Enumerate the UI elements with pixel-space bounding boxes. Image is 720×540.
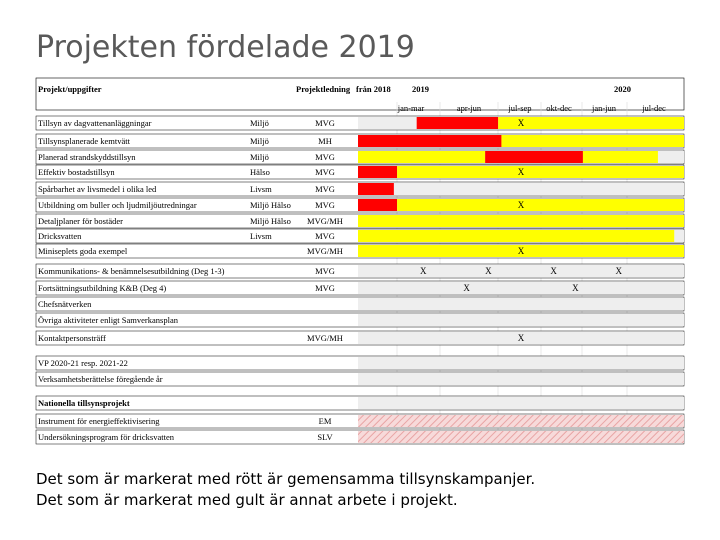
gantt-bar-red xyxy=(358,166,398,178)
gantt-mark: X xyxy=(550,266,557,276)
gantt-bar-red xyxy=(416,117,499,129)
timeline-track xyxy=(358,282,684,294)
gantt-bar-hatch xyxy=(358,415,684,427)
gantt-mark: X xyxy=(518,200,525,210)
gantt-mark: X xyxy=(518,246,525,256)
header-task: Projekt/uppgifter xyxy=(38,84,102,94)
gantt-mark: X xyxy=(485,266,492,276)
row-lead: MH xyxy=(318,136,332,146)
row-task: Chefsnätverken xyxy=(38,299,92,309)
row-task: Övriga aktiviteter enligt Samverkansplan xyxy=(38,315,179,325)
gantt-mark: X xyxy=(518,118,525,128)
row-lead: MVG xyxy=(315,283,335,293)
timeline-track xyxy=(358,314,684,326)
row-lead: MVG/MH xyxy=(307,246,343,256)
timeline-track xyxy=(358,265,684,277)
timeline-track xyxy=(358,373,684,385)
row-task: Tillsynsplanerade kemtvätt xyxy=(38,136,131,146)
gantt-bar-red xyxy=(358,135,502,147)
row-unit: Miljö Hälso xyxy=(250,216,291,226)
legend-red-text: Det som är markerat med rött är gemensam… xyxy=(36,470,536,488)
row-task: Dricksvatten xyxy=(38,231,82,241)
slide-title: Projekten fördelade 2019 xyxy=(36,30,415,65)
row-task: Detaljplaner för bostäder xyxy=(38,216,123,226)
row-task: Miniseplets goda exempel xyxy=(38,246,128,256)
row-lead: MVG xyxy=(315,266,335,276)
gantt-bar-red xyxy=(358,183,394,195)
gantt-mark: X xyxy=(518,333,525,343)
gantt-mark: X xyxy=(616,266,623,276)
row-task: Kommunikations- & benämnelsesutbildning … xyxy=(38,266,225,276)
timeline-track xyxy=(358,183,684,195)
row-lead: MVG xyxy=(315,184,335,194)
gantt-bar-yellow xyxy=(358,230,675,242)
row-lead: MVG xyxy=(315,200,335,210)
row-lead: MVG/MH xyxy=(307,333,343,343)
row-lead: MVG xyxy=(315,118,335,128)
timeline-track xyxy=(358,298,684,310)
gantt-bar-yellow xyxy=(358,215,684,227)
header-period: apr-jun xyxy=(457,103,482,113)
gantt-bar-yellow xyxy=(501,135,684,147)
row-task: Planerad strandskyddstillsyn xyxy=(38,152,136,162)
gantt-mark: X xyxy=(420,266,427,276)
gantt-bar-yellow xyxy=(498,117,684,129)
header-period: jan-mar xyxy=(397,103,425,113)
gantt-bar-red xyxy=(485,151,583,163)
row-task: Tillsyn av dagvattenanläggningar xyxy=(38,118,152,128)
row-lead: MVG/MH xyxy=(307,216,343,226)
gantt-bar-red xyxy=(358,199,398,211)
header-from2018: från 2018 xyxy=(356,84,391,94)
gantt-mark: X xyxy=(572,283,579,293)
row-task: Instrument för energieffektivisering xyxy=(38,416,160,426)
gantt-bar-yellow xyxy=(358,245,684,257)
row-lead: MVG xyxy=(315,231,335,241)
header-lead: Projektledning xyxy=(296,84,351,94)
header-box xyxy=(35,77,685,111)
row-unit: Miljö Hälso xyxy=(250,200,291,210)
legend-yellow-text: Det som är markerat med gult är annat ar… xyxy=(36,491,458,509)
row-unit: Miljö xyxy=(250,152,269,162)
row-task: Fortsättningsutbildning K&B (Deg 4) xyxy=(38,283,166,293)
gantt-bar-yellow xyxy=(397,199,684,211)
header-period: jan-jun xyxy=(591,103,617,113)
row-task: Nationella tillsynsprojekt xyxy=(38,398,130,408)
row-task: Verksamhetsberättelse föregående år xyxy=(38,374,163,384)
header-period: okt-dec xyxy=(546,103,572,113)
row-task: Undersökningsprogram för dricksvatten xyxy=(38,432,175,442)
row-lead: SLV xyxy=(317,432,333,442)
row-lead: EM xyxy=(319,416,332,426)
gantt-bar-hatch xyxy=(358,431,684,443)
gantt-bar-yellow xyxy=(582,151,658,163)
gantt-mark: X xyxy=(518,167,525,177)
header-2019: 2019 xyxy=(412,84,429,94)
gantt-mark: X xyxy=(463,283,470,293)
row-lead: MVG xyxy=(315,152,335,162)
row-lead: MVG xyxy=(315,167,335,177)
row-unit: Hälso xyxy=(250,167,270,177)
row-unit: Livsm xyxy=(250,231,272,241)
gantt-bar-yellow xyxy=(358,151,486,163)
gantt-bar-yellow xyxy=(397,166,684,178)
row-unit: Miljö xyxy=(250,136,269,146)
row-task: Effektiv bostadstillsyn xyxy=(38,167,115,177)
row-unit: Miljö xyxy=(250,118,269,128)
header-2020: 2020 xyxy=(614,84,631,94)
row-unit: Livsm xyxy=(250,184,272,194)
row-task: Kontaktpersonsträff xyxy=(38,333,106,343)
timeline-track xyxy=(358,332,684,344)
row-task: VP 2020-21 resp. 2021-22 xyxy=(38,358,128,368)
row-task: Spårbarhet av livsmedel i olika led xyxy=(38,184,157,194)
header-period: jul-sep xyxy=(507,103,531,113)
row-task: Utbildning om buller och ljudmiljöutredn… xyxy=(38,200,197,210)
timeline-track xyxy=(358,397,684,409)
header-period: jul-dec xyxy=(641,103,666,113)
timeline-track xyxy=(358,357,684,369)
